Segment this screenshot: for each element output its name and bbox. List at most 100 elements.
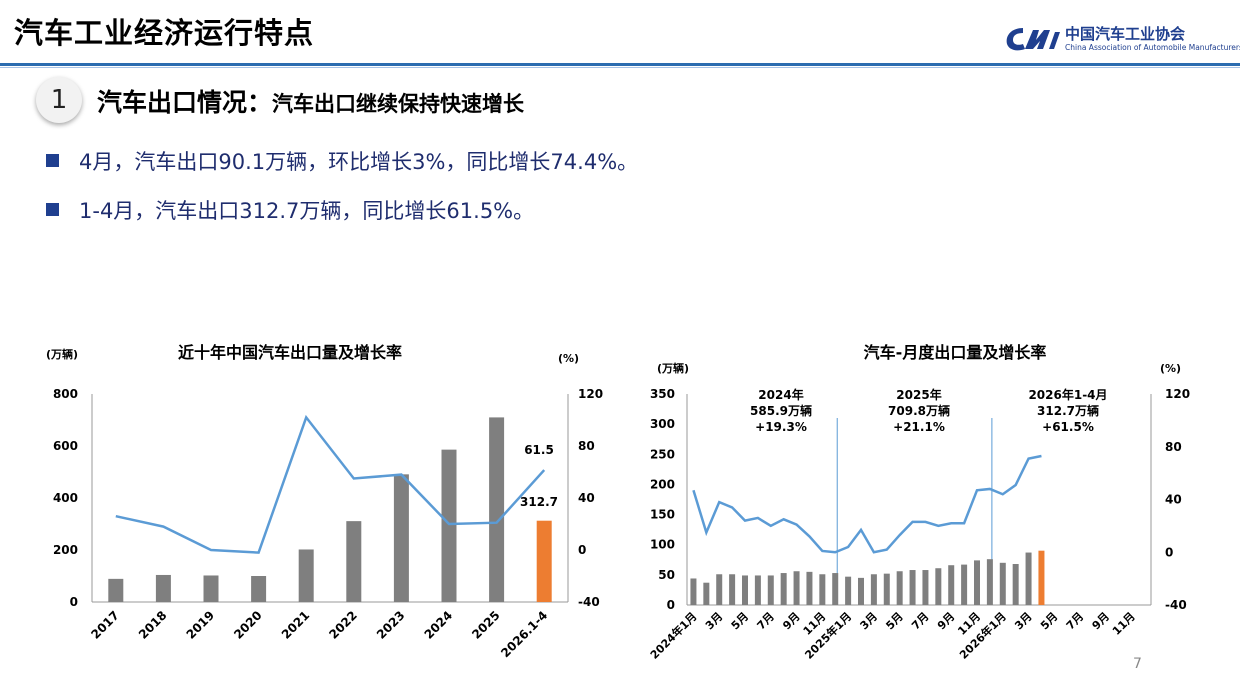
x-tick-label: 3月 (1012, 610, 1034, 632)
bullet-item: 1-4月，汽车出口312.7万辆，同比增长61.5%。 (46, 195, 534, 225)
y-tick-label: 200 (53, 543, 78, 557)
bar (780, 573, 787, 605)
x-tick-label: 2024 (422, 608, 456, 642)
monthly-export-chart: 汽车-月度出口量及增长率 (万辆) (%) 0 50 100 150 200 250 300… (647, 343, 1190, 662)
bullet-text: 1-4月，汽车出口312.7万辆，同比增长61.5%。 (79, 199, 535, 223)
x-tick-label: 9月 (780, 610, 802, 632)
bar (346, 521, 362, 602)
annotation-total: 312.7万辆 (1037, 403, 1099, 418)
bullet-square-icon (46, 203, 59, 216)
y2-tick-label: -40 (1165, 598, 1187, 612)
bar (393, 474, 409, 602)
y-tick-label: 400 (53, 491, 78, 505)
header-divider (0, 63, 1240, 66)
y2-tick-label: 40 (1165, 493, 1182, 507)
y-tick-label: 150 (650, 508, 675, 522)
growth-line (692, 454, 1042, 554)
section-heading-sub: 汽车出口继续保持快速增长 (272, 92, 525, 116)
bar (155, 574, 171, 602)
header-divider-thin (0, 67, 1240, 68)
x-tick-label: 5月 (729, 610, 751, 632)
bar (1025, 552, 1032, 605)
y2-tick-label: 40 (578, 491, 595, 505)
x-tick-label: 3月 (858, 610, 880, 632)
y2-tick-label: 80 (578, 439, 595, 453)
y-axis-label: (万辆) (657, 361, 689, 375)
bar (203, 575, 219, 602)
x-tick-label: 2026.1-4 (498, 608, 550, 660)
annotation-total: 585.9万辆 (750, 403, 812, 418)
x-tick-label: 7月 (755, 610, 777, 632)
bar (883, 573, 890, 605)
y-tick-label: 0 (667, 598, 675, 612)
page-number: 7 (1133, 656, 1142, 672)
y2-tick-label: 120 (1165, 387, 1190, 401)
y2-tick-label: 120 (578, 387, 603, 401)
x-tick-label: 5月 (1038, 610, 1060, 632)
y2-axis-label: (%) (558, 352, 579, 365)
bar (742, 575, 748, 605)
logo: 中国汽车工业协会 China Association of Automobile… (1003, 22, 1240, 56)
x-tick-label: 11月 (1110, 610, 1138, 638)
bar (832, 573, 839, 605)
section-heading: 汽车出口情况：汽车出口继续保持快速增长 (97, 83, 524, 119)
bar (690, 578, 697, 605)
x-tick-label: 2021 (279, 608, 313, 642)
annotation-growth: +21.1% (893, 420, 945, 434)
x-tick-label: 2025 (469, 608, 503, 642)
x-tick-label: 2019 (184, 608, 218, 642)
caam-logo-icon (1006, 28, 1060, 51)
bar (806, 571, 813, 605)
y-tick-label: 300 (650, 417, 675, 431)
bar (935, 568, 942, 605)
x-tick-label: 2022 (326, 608, 360, 642)
bar (251, 576, 267, 602)
annotation-year: 2025年 (896, 387, 941, 402)
bar (716, 574, 723, 605)
y-tick-label: 50 (658, 568, 675, 582)
bullet-text: 4月，汽车出口90.1万辆，环比增长3%，同比增长74.4%。 (79, 150, 639, 174)
y2-tick-label: 80 (1165, 440, 1182, 454)
y-tick-label: 350 (650, 387, 675, 401)
bar (870, 574, 877, 605)
y-tick-label: 200 (650, 477, 675, 491)
y-tick-label: 0 (70, 595, 78, 609)
bar (974, 560, 980, 605)
bar (793, 571, 800, 605)
bar-end-data-label: 312.7 (520, 495, 558, 509)
chart-title: 汽车-月度出口量及增长率 (864, 343, 1047, 362)
x-tick-label: 2023 (374, 608, 408, 642)
section-heading-main: 汽车出口情况： (97, 88, 273, 117)
annotation-growth: +61.5% (1042, 420, 1094, 434)
x-tick-label: 3月 (703, 610, 725, 632)
x-tick-label: 2020 (231, 608, 265, 642)
bar (896, 571, 903, 605)
section-number: 1 (36, 77, 82, 123)
bar (489, 417, 505, 602)
x-tick-label: 9月 (1090, 610, 1112, 632)
bullet-square-icon (46, 154, 59, 167)
bar (948, 565, 955, 605)
x-tick-label: 2017 (88, 608, 122, 642)
y2-tick-label: 0 (1165, 545, 1173, 559)
annotation-year: 2026年1-4月 (1028, 387, 1107, 402)
bar (858, 577, 864, 605)
x-tick-label: 2024年1月 (647, 609, 700, 662)
bar (767, 575, 774, 605)
y-tick-label: 100 (650, 538, 675, 552)
annual-export-chart: 近十年中国汽车出口量及增长率 (万辆) (%) 0200400600800-40… (46, 343, 603, 660)
bar (1012, 564, 1019, 605)
bar (703, 582, 710, 605)
bullet-item: 4月，汽车出口90.1万辆，环比增长3%，同比增长74.4%。 (46, 146, 638, 176)
y-tick-label: 600 (53, 439, 78, 453)
bar (754, 575, 761, 605)
x-tick-label: 5月 (883, 610, 905, 632)
x-tick-label: 9月 (935, 610, 957, 632)
annotation-2026: 2026年1-4月 312.7万辆 +61.5% (1028, 387, 1107, 434)
y2-axis-label: (%) (1160, 362, 1181, 375)
x-tick-label: 2018 (136, 608, 170, 642)
line-end-data-label: 61.5 (524, 443, 554, 457)
y-tick-label: 250 (650, 447, 675, 461)
bar (909, 570, 916, 605)
chart-title: 近十年中国汽车出口量及增长率 (178, 343, 402, 362)
